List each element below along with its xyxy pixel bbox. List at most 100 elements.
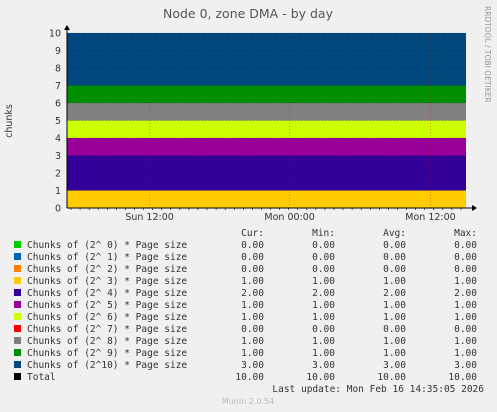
y-axis-label: chunks bbox=[4, 104, 15, 138]
legend-avg-2: 0.00 bbox=[383, 264, 406, 275]
legend-avg-8: 1.00 bbox=[383, 336, 406, 347]
legend-avg-1: 0.00 bbox=[383, 252, 406, 263]
area-band-10 bbox=[67, 33, 466, 86]
y-tick-label-7: 7 bbox=[55, 81, 61, 92]
y-tick-label-1: 1 bbox=[55, 186, 61, 197]
legend-cur-7: 0.00 bbox=[241, 324, 264, 335]
legend-label-7: Chunks of (2^ 7) * Page size bbox=[27, 324, 187, 335]
legend-min-9: 1.00 bbox=[312, 348, 335, 359]
y-tick-labels: 0 1 2 3 4 5 6 7 8 9 10 bbox=[49, 29, 61, 215]
y-tick-label-2: 2 bbox=[55, 169, 61, 180]
legend-min-0: 0.00 bbox=[312, 240, 335, 251]
legend-avg-11: 10.00 bbox=[377, 372, 406, 383]
legend-cur-4: 2.00 bbox=[241, 288, 264, 299]
area-band-8 bbox=[67, 103, 466, 121]
area-band-5 bbox=[67, 138, 466, 156]
legend-min-1: 0.00 bbox=[312, 252, 335, 263]
legend-label-10: Chunks of (2^10) * Page size bbox=[27, 360, 187, 371]
legend-label-3: Chunks of (2^ 3) * Page size bbox=[27, 276, 187, 287]
x-tick-labels: Sun 12:00 Mon 00:00 Mon 12:00 bbox=[125, 212, 455, 223]
legend-avg-3: 1.00 bbox=[383, 276, 406, 287]
y-tick-label-4: 4 bbox=[55, 134, 61, 145]
area-band-4 bbox=[67, 155, 466, 191]
x-tick-label-2: Mon 12:00 bbox=[405, 212, 455, 223]
legend-swatch-9 bbox=[14, 349, 21, 356]
legend-cur-6: 1.00 bbox=[241, 312, 264, 323]
y-tick-label-10: 10 bbox=[49, 29, 61, 40]
legend-cur-10: 3.00 bbox=[241, 360, 264, 371]
legend-cur-0: 0.00 bbox=[241, 240, 264, 251]
stacked-areas bbox=[67, 33, 466, 208]
legend-label-8: Chunks of (2^ 8) * Page size bbox=[27, 336, 187, 347]
legend-avg-10: 3.00 bbox=[383, 360, 406, 371]
legend-max-9: 1.00 bbox=[454, 348, 477, 359]
legend-cur-3: 1.00 bbox=[241, 276, 264, 287]
axes bbox=[64, 25, 477, 211]
legend-swatch-4 bbox=[14, 289, 21, 296]
legend-max-3: 1.00 bbox=[454, 276, 477, 287]
x-tick-label-0: Sun 12:00 bbox=[125, 212, 173, 223]
legend-swatch-5 bbox=[14, 301, 21, 308]
legend-swatch-2 bbox=[14, 265, 21, 272]
legend-label-5: Chunks of (2^ 5) * Page size bbox=[27, 300, 187, 311]
legend-avg-6: 1.00 bbox=[383, 312, 406, 323]
legend-cur-5: 1.00 bbox=[241, 300, 264, 311]
rrdtool-side-label: RRDTOOL / TOBI OETIKER bbox=[483, 6, 492, 103]
legend-avg-5: 1.00 bbox=[383, 300, 406, 311]
legend-col-header-3: Max: bbox=[454, 228, 477, 239]
area-band-9 bbox=[67, 85, 466, 103]
y-tick-label-9: 9 bbox=[55, 46, 61, 57]
y-axis-arrow bbox=[64, 25, 70, 30]
legend-avg-4: 2.00 bbox=[383, 288, 406, 299]
legend-swatch-11 bbox=[14, 373, 21, 380]
legend-swatch-1 bbox=[14, 253, 21, 260]
legend-label-1: Chunks of (2^ 1) * Page size bbox=[27, 252, 187, 263]
legend-min-5: 1.00 bbox=[312, 300, 335, 311]
y-tick-label-8: 8 bbox=[55, 64, 61, 75]
legend-avg-0: 0.00 bbox=[383, 240, 406, 251]
y-tick-label-6: 6 bbox=[55, 99, 61, 110]
y-tick-label-3: 3 bbox=[55, 151, 61, 162]
legend-min-2: 0.00 bbox=[312, 264, 335, 275]
legend-cur-9: 1.00 bbox=[241, 348, 264, 359]
y-tick-label-5: 5 bbox=[55, 116, 61, 127]
legend-cur-11: 10.00 bbox=[235, 372, 264, 383]
legend-min-6: 1.00 bbox=[312, 312, 335, 323]
legend-label-2: Chunks of (2^ 2) * Page size bbox=[27, 264, 187, 275]
legend-label-9: Chunks of (2^ 9) * Page size bbox=[27, 348, 187, 359]
legend-min-8: 1.00 bbox=[312, 336, 335, 347]
legend-max-10: 3.00 bbox=[454, 360, 477, 371]
legend-label-4: Chunks of (2^ 4) * Page size bbox=[27, 288, 187, 299]
legend: Cur: Min: Avg: Max: Chunks of (2^ 0) * Page … bbox=[14, 228, 477, 383]
legend-min-3: 1.00 bbox=[312, 276, 335, 287]
legend-max-6: 1.00 bbox=[454, 312, 477, 323]
legend-label-6: Chunks of (2^ 6) * Page size bbox=[27, 312, 187, 323]
legend-min-4: 2.00 bbox=[312, 288, 335, 299]
y-tick-label-0: 0 bbox=[55, 204, 61, 215]
legend-swatch-0 bbox=[14, 241, 21, 248]
munin-version-footer: Munin 2.0.54 bbox=[222, 397, 274, 406]
legend-swatch-7 bbox=[14, 325, 21, 332]
legend-max-5: 1.00 bbox=[454, 300, 477, 311]
legend-max-0: 0.00 bbox=[454, 240, 477, 251]
legend-swatch-3 bbox=[14, 277, 21, 284]
legend-label-11: Total bbox=[27, 372, 56, 383]
legend-max-2: 0.00 bbox=[454, 264, 477, 275]
x-tick-label-1: Mon 00:00 bbox=[264, 212, 314, 223]
legend-col-header-1: Min: bbox=[312, 228, 335, 239]
grid-lines bbox=[67, 32, 466, 208]
legend-swatch-10 bbox=[14, 361, 21, 368]
legend-col-header-0: Cur: bbox=[241, 228, 264, 239]
last-update-text: Last update: Mon Feb 16 14:35:05 2026 bbox=[272, 384, 484, 395]
x-axis-arrow bbox=[472, 205, 477, 211]
chart-title: Node 0, zone DMA - by day bbox=[163, 6, 334, 21]
area-band-3 bbox=[67, 190, 466, 208]
legend-avg-9: 1.00 bbox=[383, 348, 406, 359]
legend-max-1: 0.00 bbox=[454, 252, 477, 263]
legend-max-7: 0.00 bbox=[454, 324, 477, 335]
legend-avg-7: 0.00 bbox=[383, 324, 406, 335]
legend-min-10: 3.00 bbox=[312, 360, 335, 371]
legend-max-8: 1.00 bbox=[454, 336, 477, 347]
